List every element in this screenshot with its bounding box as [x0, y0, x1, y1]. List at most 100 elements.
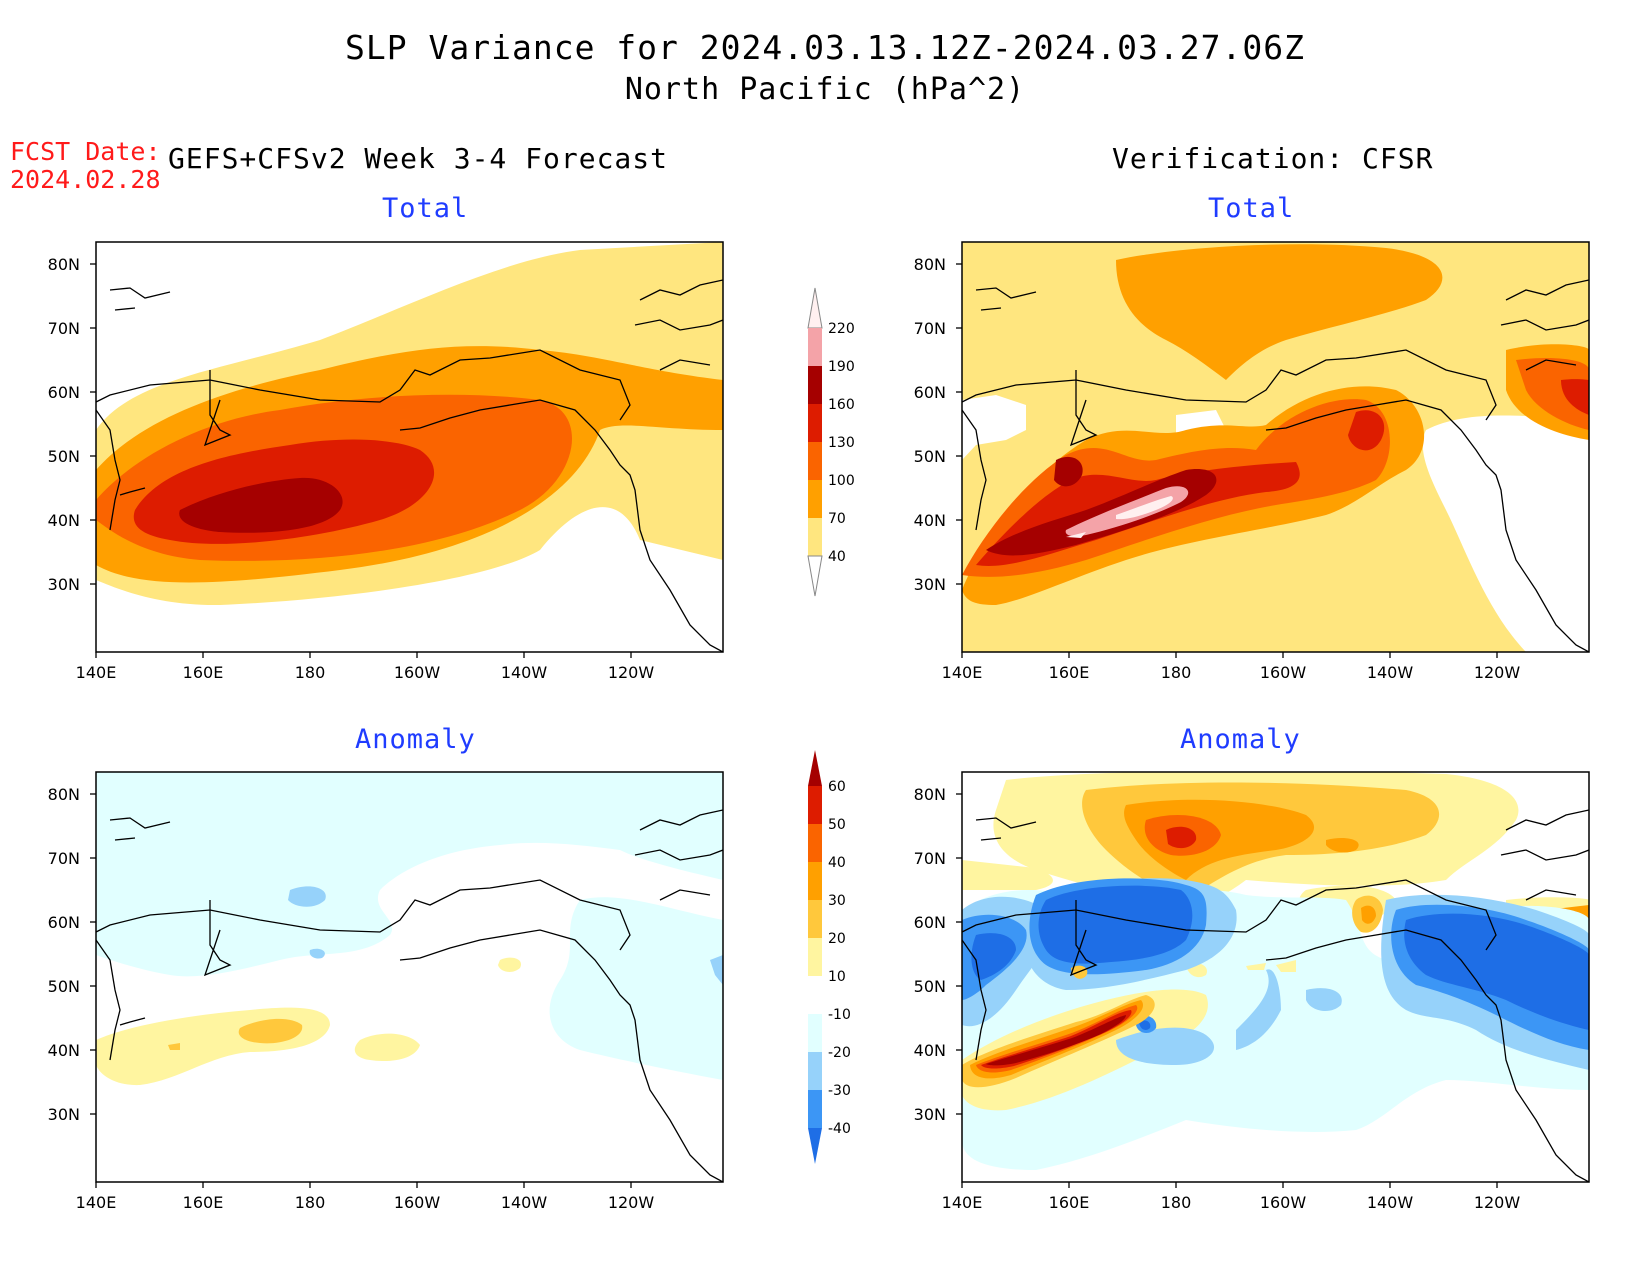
- colorbar-label: -20: [828, 1045, 851, 1061]
- lat-label: 40N: [48, 511, 80, 530]
- lat-label: 70N: [48, 319, 80, 338]
- verification-total-field: [962, 242, 1589, 652]
- colorbar-label: -10: [828, 1007, 851, 1023]
- lat-label: 80N: [48, 255, 80, 274]
- lat-label: 50N: [914, 447, 946, 466]
- coastline: [96, 809, 723, 1182]
- colorbar-label: 160: [828, 397, 855, 413]
- forecast-header: GEFS+CFSv2 Week 3-4 Forecast: [168, 142, 669, 175]
- lon-label: 160E: [183, 663, 224, 682]
- verification-anomaly-map: 80N 70N 60N 50N 40N 30N 140E 160E 180 160W 140W 120…: [886, 760, 1606, 1224]
- lat-label: 40N: [914, 511, 946, 530]
- fcst-date-label: FCST Date: 2024.02.28: [10, 138, 161, 194]
- lon-label: 180: [1161, 1193, 1192, 1212]
- lat-label: 60N: [48, 913, 80, 932]
- lat-label: 60N: [914, 383, 946, 402]
- lon-label: 140W: [501, 1193, 548, 1212]
- colorbar-bottom-arrow: [808, 1128, 822, 1164]
- colorbar-swatch: [808, 366, 822, 404]
- colorbar-top-arrow: [808, 750, 822, 786]
- lon-label: 160E: [1049, 663, 1090, 682]
- coastline: [962, 809, 1589, 1182]
- verification-header: Verification: CFSR: [1112, 142, 1434, 175]
- colorbar-swatch: [808, 1090, 822, 1128]
- forecast-anomaly-axes: 80N 70N 60N 50N 40N 30N 140E 160E 180 160W 140W 120…: [48, 785, 655, 1212]
- colorbar-label: 130: [828, 435, 855, 451]
- anomaly-colorbar: 60 50 40 30 20 10 -10 -20 -30 -40: [790, 750, 870, 1214]
- lon-label: 120W: [608, 663, 655, 682]
- verification-total-axes: 80N 70N 60N 50N 40N 30N 140E 160E 180 160W 140W 120…: [914, 255, 1521, 682]
- colorbar-label: 220: [828, 321, 855, 337]
- colorbar-label: 40: [828, 855, 846, 871]
- forecast-anomaly-map: 80N 70N 60N 50N 40N 30N 140E 160E 180 160W 140W 120…: [20, 760, 740, 1224]
- colorbar-label: 20: [828, 931, 846, 947]
- forecast-total-title: Total: [382, 193, 469, 224]
- lat-label: 60N: [48, 383, 80, 402]
- lat-label: 70N: [48, 849, 80, 868]
- colorbar-swatch: [808, 786, 822, 824]
- forecast-anomaly-title: Anomaly: [355, 724, 476, 755]
- lat-label: 30N: [914, 1105, 946, 1124]
- lon-label: 120W: [1474, 663, 1521, 682]
- verification-anomaly-field: [962, 772, 1589, 1182]
- lon-label: 180: [295, 663, 326, 682]
- lon-label: 140E: [76, 663, 117, 682]
- fcst-date: 2024.02.28: [10, 165, 161, 194]
- colorbar-label: 40: [828, 549, 846, 565]
- lat-label: 70N: [914, 319, 946, 338]
- lon-label: 140E: [76, 1193, 117, 1212]
- colorbar-label: -40: [828, 1121, 851, 1137]
- lon-label: 160W: [394, 663, 441, 682]
- colorbar-swatch: [808, 442, 822, 480]
- lon-label: 160E: [1049, 1193, 1090, 1212]
- lon-label: 160E: [183, 1193, 224, 1212]
- lat-label: 30N: [48, 575, 80, 594]
- lat-label: 70N: [914, 849, 946, 868]
- colorbar-swatch: [808, 862, 822, 900]
- verification-total-map: 80N 70N 60N 50N 40N 30N 140E 160E 180 160W 140W 120…: [886, 230, 1606, 694]
- lat-label: 50N: [48, 977, 80, 996]
- lon-label: 160W: [1260, 1193, 1307, 1212]
- lon-label: 140E: [942, 1193, 983, 1212]
- lat-label: 80N: [914, 255, 946, 274]
- lat-label: 30N: [48, 1105, 80, 1124]
- verification-anomaly-axes: 80N 70N 60N 50N 40N 30N 140E 160E 180 160W 140W 120…: [914, 785, 1521, 1212]
- lat-label: 50N: [914, 977, 946, 996]
- colorbar-swatch: [808, 938, 822, 976]
- colorbar-label: 100: [828, 473, 855, 489]
- lon-label: 140E: [942, 663, 983, 682]
- colorbar-top-arrow: [807, 287, 823, 329]
- lon-label: 120W: [608, 1193, 655, 1212]
- colorbar-swatch: [808, 824, 822, 862]
- colorbar-swatch: [808, 328, 822, 366]
- colorbar-label: 60: [828, 779, 846, 795]
- colorbar-swatch: [808, 1052, 822, 1090]
- lon-label: 160W: [394, 1193, 441, 1212]
- colorbar-label: 190: [828, 359, 855, 375]
- lat-label: 30N: [914, 575, 946, 594]
- colorbar-swatch: [808, 480, 822, 518]
- lat-label: 50N: [48, 447, 80, 466]
- total-colorbar: 220 190 160 130 100 70 40: [790, 280, 870, 624]
- colorbar-bottom-arrow: [807, 555, 823, 597]
- colorbar-swatch: [808, 404, 822, 442]
- lon-label: 140W: [1367, 1193, 1414, 1212]
- lon-label: 120W: [1474, 1193, 1521, 1212]
- verification-anomaly-title: Anomaly: [1180, 724, 1301, 755]
- forecast-total-axes: 80N 70N 60N 50N 40N 30N 140E 160E 180 160W 140W 120…: [48, 255, 655, 682]
- lat-label: 40N: [48, 1041, 80, 1060]
- lon-label: 180: [1161, 663, 1192, 682]
- page-subtitle: North Pacific (hPa^2): [624, 72, 1026, 107]
- colorbar-label: -30: [828, 1083, 851, 1099]
- colorbar-label: 30: [828, 893, 846, 909]
- coastline: [962, 279, 1589, 652]
- colorbar-swatch: [808, 1014, 822, 1052]
- forecast-total-field: [96, 242, 723, 652]
- colorbar-label: 70: [828, 511, 846, 527]
- coastline: [96, 279, 723, 652]
- lon-label: 140W: [501, 663, 548, 682]
- fcst-label: FCST Date:: [10, 137, 161, 166]
- colorbar-swatch: [808, 518, 822, 556]
- page-title: SLP Variance for 2024.03.13.12Z-2024.03.…: [345, 28, 1305, 67]
- verification-total-title: Total: [1208, 193, 1295, 224]
